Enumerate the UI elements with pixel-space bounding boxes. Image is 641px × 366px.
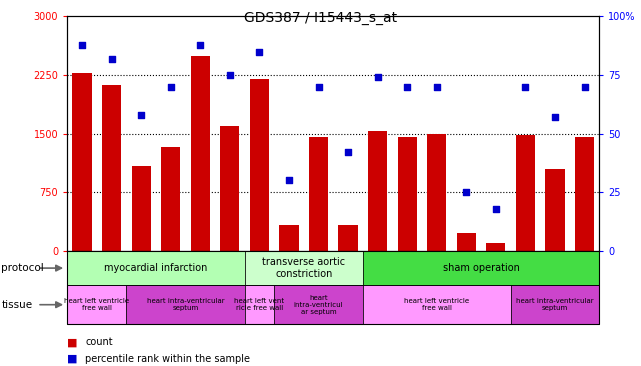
Text: heart left vent
ricle free wall: heart left vent ricle free wall [235,298,285,311]
Point [579,84,590,90]
Point [254,49,265,55]
Bar [102,85,121,251]
Text: transverse aortic
constriction: transverse aortic constriction [262,257,345,279]
Bar [368,131,387,251]
Point [491,206,501,212]
Text: percentile rank within the sample: percentile rank within the sample [85,354,250,364]
Bar [309,138,328,251]
Bar [575,138,594,251]
Point [520,84,531,90]
Bar [191,56,210,251]
Point [431,84,442,90]
Bar [250,79,269,251]
Point [106,56,117,61]
Point [462,189,472,195]
Point [284,178,294,183]
Point [343,149,353,155]
Bar [279,225,299,251]
Text: myocardial infarction: myocardial infarction [104,263,208,273]
Text: ■: ■ [67,354,78,364]
Point [136,112,146,118]
Bar [516,135,535,251]
Bar [72,73,92,251]
Bar [221,126,240,251]
Bar [487,243,506,251]
Bar [457,233,476,251]
Point [313,84,324,90]
Bar [338,225,358,251]
Text: ■: ■ [67,337,78,347]
Text: heart intra-ventricular
septum: heart intra-ventricular septum [147,298,224,311]
Point [225,72,235,78]
Point [196,42,206,48]
Point [402,84,412,90]
Point [165,84,176,90]
Text: heart left ventricle
free wall: heart left ventricle free wall [404,298,469,311]
Point [77,42,87,48]
Text: heart left ventricle
free wall: heart left ventricle free wall [64,298,129,311]
Bar [427,134,446,251]
Text: tissue: tissue [1,300,33,310]
Bar [545,169,565,251]
Text: sham operation: sham operation [443,263,520,273]
Text: heart intra-ventricular
septum: heart intra-ventricular septum [516,298,594,311]
Bar [161,147,180,251]
Text: protocol: protocol [1,263,44,273]
Bar [397,138,417,251]
Point [550,114,560,120]
Text: GDS387 / I15443_s_at: GDS387 / I15443_s_at [244,11,397,25]
Text: count: count [85,337,113,347]
Point [372,74,383,80]
Bar [131,167,151,251]
Text: heart
intra-ventricul
ar septum: heart intra-ventricul ar septum [294,295,344,315]
